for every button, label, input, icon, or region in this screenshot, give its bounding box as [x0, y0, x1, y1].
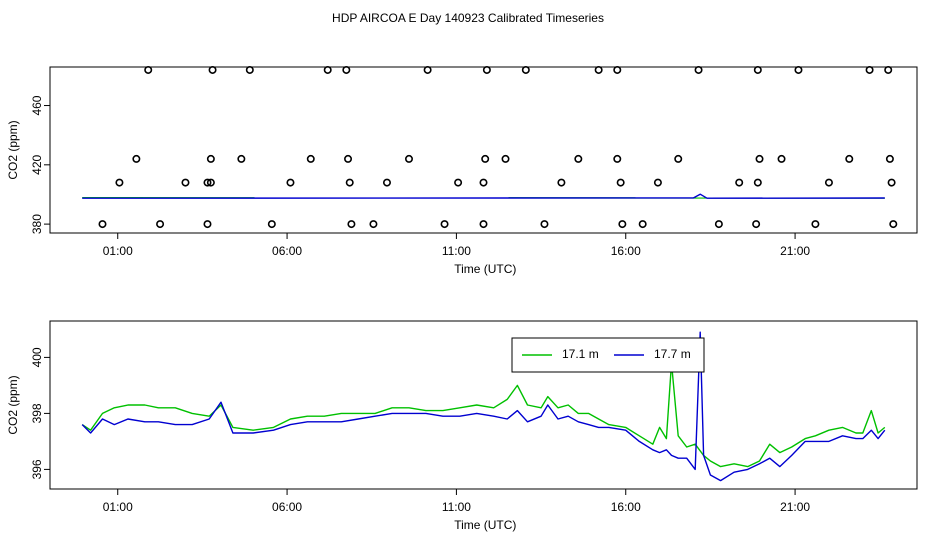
- calibration-point: [811, 220, 820, 229]
- y-axis-label: CO2 (ppm): [6, 120, 20, 179]
- calibration-point: [521, 65, 530, 74]
- x-tick-label: 06:00: [272, 244, 302, 258]
- calibration-point: [454, 178, 463, 187]
- x-tick-label: 11:00: [442, 244, 471, 258]
- chart-title: HDP AIRCOA E Day 140923 Calibrated Times…: [332, 11, 604, 25]
- calibration-point: [638, 220, 647, 229]
- calibration-point: [132, 154, 141, 163]
- y-tick-label: 396: [30, 459, 44, 479]
- calibration-point: [714, 220, 723, 229]
- calibration-point: [203, 178, 212, 187]
- calibration-point: [824, 178, 833, 187]
- legend-label: 17.1 m: [562, 347, 599, 361]
- calibration-point: [382, 178, 391, 187]
- calibration-point: [755, 154, 764, 163]
- series-line: [81, 362, 886, 468]
- series-line: [81, 331, 886, 482]
- y-tick-label: 380: [30, 214, 44, 234]
- x-tick-label: 16:00: [611, 500, 641, 514]
- legend-box: [511, 337, 705, 373]
- calibration-point: [574, 154, 583, 163]
- calibration-point: [423, 65, 432, 74]
- calibration-point: [206, 154, 215, 163]
- calibration-point: [245, 65, 254, 74]
- calibration-point: [369, 220, 378, 229]
- legend-label: 17.7 m: [654, 347, 691, 361]
- calibration-point: [735, 178, 744, 187]
- series-line: [82, 193, 885, 199]
- calibration-point: [653, 178, 662, 187]
- calibration-point: [342, 65, 351, 74]
- y-tick-label: 420: [30, 154, 44, 174]
- calibration-point: [753, 178, 762, 187]
- calibration-point: [557, 178, 566, 187]
- calibration-point: [694, 65, 703, 74]
- calibration-point: [404, 154, 413, 163]
- calibration-point: [208, 65, 217, 74]
- calibration-point: [482, 65, 491, 74]
- calibration-point: [613, 154, 622, 163]
- calibration-point: [865, 65, 874, 74]
- calibration-point: [267, 220, 276, 229]
- calibration-point: [613, 65, 622, 74]
- calibration-point: [440, 220, 449, 229]
- top-panel: 01:00 06:00 11:00 16:00 21:00 380 420 460 Time (…: [6, 65, 918, 276]
- plot-frame: [49, 66, 918, 234]
- calibration-point: [616, 178, 625, 187]
- calibration-point: [618, 220, 627, 229]
- y-tick-label: 460: [30, 95, 44, 115]
- calibration-point: [794, 65, 803, 74]
- plot-frame: [49, 320, 918, 490]
- x-axis-label: Time (UTC): [454, 262, 516, 276]
- y-axis-label: CO2 (ppm): [6, 375, 20, 434]
- x-tick-label: 21:00: [780, 244, 810, 258]
- calibration-point: [115, 178, 124, 187]
- x-axis-label: Time (UTC): [454, 518, 516, 532]
- x-tick-label: 11:00: [442, 500, 471, 514]
- calibration-point: [347, 220, 356, 229]
- calibration-point: [479, 178, 488, 187]
- calibration-point: [594, 65, 603, 74]
- calibration-point: [540, 220, 549, 229]
- calibration-point: [306, 154, 315, 163]
- calibration-point: [156, 220, 165, 229]
- calibration-point: [885, 154, 894, 163]
- x-tick-label: 16:00: [611, 244, 641, 258]
- calibration-point: [345, 178, 354, 187]
- x-tick-label: 06:00: [272, 500, 302, 514]
- x-tick-label: 01:00: [103, 244, 133, 258]
- calibration-point: [884, 65, 893, 74]
- calibration-point: [752, 220, 761, 229]
- calibration-point: [845, 154, 854, 163]
- calibration-point: [777, 154, 786, 163]
- calibration-point: [887, 178, 896, 187]
- calibration-point: [203, 220, 212, 229]
- x-tick-label: 01:00: [103, 500, 133, 514]
- bottom-panel: 01:00 06:00 11:00 16:00 21:00 396 398 400 Time (…: [6, 320, 918, 532]
- calibration-point: [98, 220, 107, 229]
- y-tick-label: 398: [30, 403, 44, 423]
- calibration-point: [286, 178, 295, 187]
- calibration-point: [889, 220, 898, 229]
- calibration-point: [206, 178, 215, 187]
- calibration-point: [323, 65, 332, 74]
- calibration-point: [344, 154, 353, 163]
- x-tick-label: 21:00: [780, 500, 810, 514]
- calibration-point: [501, 154, 510, 163]
- y-tick-label: 400: [30, 347, 44, 367]
- calibration-point: [753, 65, 762, 74]
- calibration-point: [674, 154, 683, 163]
- calibration-point: [237, 154, 246, 163]
- calibration-point: [479, 220, 488, 229]
- calibration-point: [181, 178, 190, 187]
- calibration-point: [481, 154, 490, 163]
- calibration-point: [144, 65, 153, 74]
